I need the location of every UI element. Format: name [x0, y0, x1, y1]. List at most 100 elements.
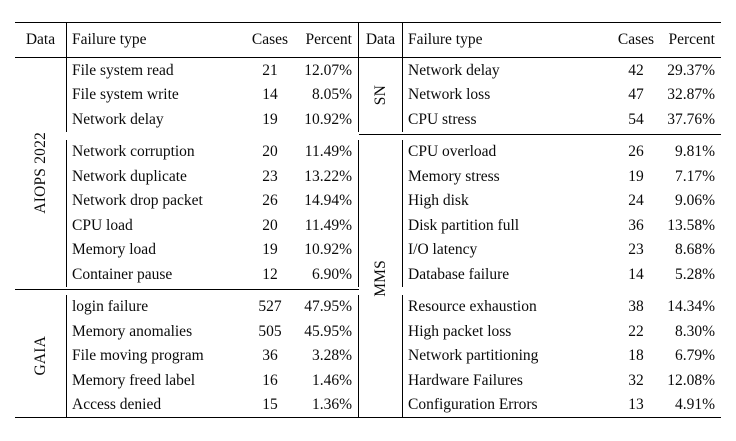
dataset-label: GAIA: [31, 336, 49, 376]
table-row: Memory stress 19 7.17%: [402, 164, 721, 189]
table-row: CPU load 20 11.49%: [66, 213, 359, 238]
table-left-half: AIOPS 2022 File system read 21 12.07% File s…: [15, 58, 359, 418]
cases-cell: 14: [262, 86, 278, 104]
dataset-label-cell: AIOPS 2022: [15, 58, 66, 287]
percent-cell: 32.87%: [667, 86, 715, 104]
table-row: Network loss 47 32.87%: [402, 82, 721, 108]
failure-type-cell: CPU load: [66, 213, 245, 238]
percent-cell: 8.05%: [295, 82, 359, 108]
table-row: Network duplicate 23 13.22%: [66, 164, 359, 189]
table-row: File moving program 36 3.28%: [66, 343, 359, 369]
header-percent-left: Percent: [295, 23, 359, 57]
cases-cell: 527: [258, 298, 282, 316]
cases-cell: 26: [262, 192, 278, 210]
percent-cell: 12.08%: [667, 371, 715, 389]
failure-type-cell: Resource exhaustion: [402, 294, 612, 320]
failure-type-cell: Network drop packet: [66, 188, 245, 214]
percent-cell: 13.58%: [667, 216, 715, 234]
failure-type-table: Data Failure type Cases Percent Data Fai…: [15, 22, 721, 419]
cases-cell: 38: [628, 298, 644, 316]
percent-cell: 6.90%: [295, 262, 359, 287]
failure-type-cell: Network partitioning: [402, 343, 612, 369]
section-rows: File system read 21 12.07% File system writ…: [66, 58, 359, 287]
table-header-right: Data Failure type Cases Percent: [359, 23, 721, 57]
dataset-section: GAIA login failure 527 47.95% Memory anomali…: [15, 294, 359, 418]
cases-cell: 23: [262, 167, 278, 185]
percent-cell: 11.49%: [295, 139, 359, 165]
table-row: High disk 24 9.06%: [402, 188, 721, 214]
table-row: File system write 14 8.05%: [66, 82, 359, 108]
table-row: Hardware Failures 32 12.08%: [402, 368, 721, 393]
cases-cell: 20: [262, 143, 278, 161]
percent-cell: 45.95%: [295, 319, 359, 344]
failure-type-cell: CPU overload: [402, 139, 612, 165]
cases-cell: 19: [262, 241, 278, 259]
cases-cell: 54: [628, 110, 644, 128]
percent-cell: 1.46%: [295, 368, 359, 393]
failure-type-cell: High packet loss: [402, 319, 612, 344]
percent-cell: 1.36%: [295, 392, 359, 418]
failure-type-cell: Memory load: [66, 237, 245, 263]
percent-cell: 5.28%: [674, 265, 715, 283]
percent-cell: 8.68%: [674, 241, 715, 259]
percent-cell: 10.92%: [295, 237, 359, 263]
cases-cell: 21: [262, 61, 278, 79]
percent-cell: 12.07%: [295, 58, 359, 83]
percent-cell: 7.17%: [674, 167, 715, 185]
dataset-label-cell: SN: [359, 58, 402, 132]
cases-cell: 13: [628, 396, 644, 414]
percent-cell: 9.81%: [674, 143, 715, 161]
cases-cell: 505: [258, 322, 282, 340]
failure-type-cell: Network delay: [66, 107, 245, 132]
percent-cell: 6.79%: [674, 347, 715, 365]
failure-type-cell: Memory anomalies: [66, 319, 245, 344]
failure-type-cell: File moving program: [66, 343, 245, 369]
cases-cell: 14: [628, 265, 644, 283]
percent-cell: 14.34%: [667, 298, 715, 316]
table-row: login failure 527 47.95%: [66, 294, 359, 320]
table-row: Memory load 19 10.92%: [66, 237, 359, 263]
alignment-gap: [66, 132, 359, 140]
dataset-label: MMS: [371, 259, 389, 297]
dataset-label: SN: [371, 84, 389, 105]
failure-type-cell: Disk partition full: [402, 213, 612, 238]
table-row: Memory freed label 16 1.46%: [66, 368, 359, 393]
section-rule: [359, 134, 721, 136]
cases-cell: 16: [262, 371, 278, 389]
table-row: Resource exhaustion 38 14.34%: [402, 294, 721, 320]
table-row: Network drop packet 26 14.94%: [66, 188, 359, 214]
cases-cell: 24: [628, 192, 644, 210]
cases-cell: 22: [628, 322, 644, 340]
section-rows: login failure 527 47.95% Memory anomalies 50…: [66, 294, 359, 418]
table-row: CPU overload 26 9.81%: [402, 139, 721, 165]
header-failure-type-right: Failure type: [402, 23, 612, 57]
cases-cell: 36: [628, 216, 644, 234]
cases-cell: 15: [262, 396, 278, 414]
table-right-half: SN Network delay 42 29.37% Network loss 47 32.…: [359, 58, 721, 418]
cases-cell: 26: [628, 143, 644, 161]
cases-cell: 47: [628, 86, 644, 104]
table-row: Database failure 14 5.28%: [402, 262, 721, 287]
dataset-section: SN Network delay 42 29.37% Network loss 47 32.…: [359, 58, 721, 132]
failure-type-cell: Container pause: [66, 262, 245, 287]
cases-cell: 20: [262, 216, 278, 234]
header-percent-right: Percent: [668, 31, 715, 49]
failure-type-cell: Database failure: [402, 262, 612, 287]
dataset-section: MMS CPU overload 26 9.81% Memory stress 19 7.1…: [359, 139, 721, 418]
dataset-label-cell: MMS: [359, 140, 402, 418]
section-divider: [15, 287, 359, 295]
table-row: Network partitioning 18 6.79%: [402, 343, 721, 369]
cases-cell: 23: [628, 241, 644, 259]
failure-type-cell: Network duplicate: [66, 164, 245, 189]
section-rule: [15, 289, 359, 291]
alignment-gap: [402, 287, 721, 295]
cases-cell: 19: [628, 167, 644, 185]
table-row: I/O latency 23 8.68%: [402, 237, 721, 263]
dataset-label: AIOPS 2022: [31, 131, 49, 214]
failure-type-cell: File system write: [66, 82, 245, 108]
failure-type-cell: Hardware Failures: [402, 368, 612, 393]
table-row: Network delay 42 29.37%: [402, 58, 721, 83]
dataset-section: AIOPS 2022 File system read 21 12.07% File s…: [15, 58, 359, 287]
failure-type-cell: Network delay: [402, 58, 612, 83]
